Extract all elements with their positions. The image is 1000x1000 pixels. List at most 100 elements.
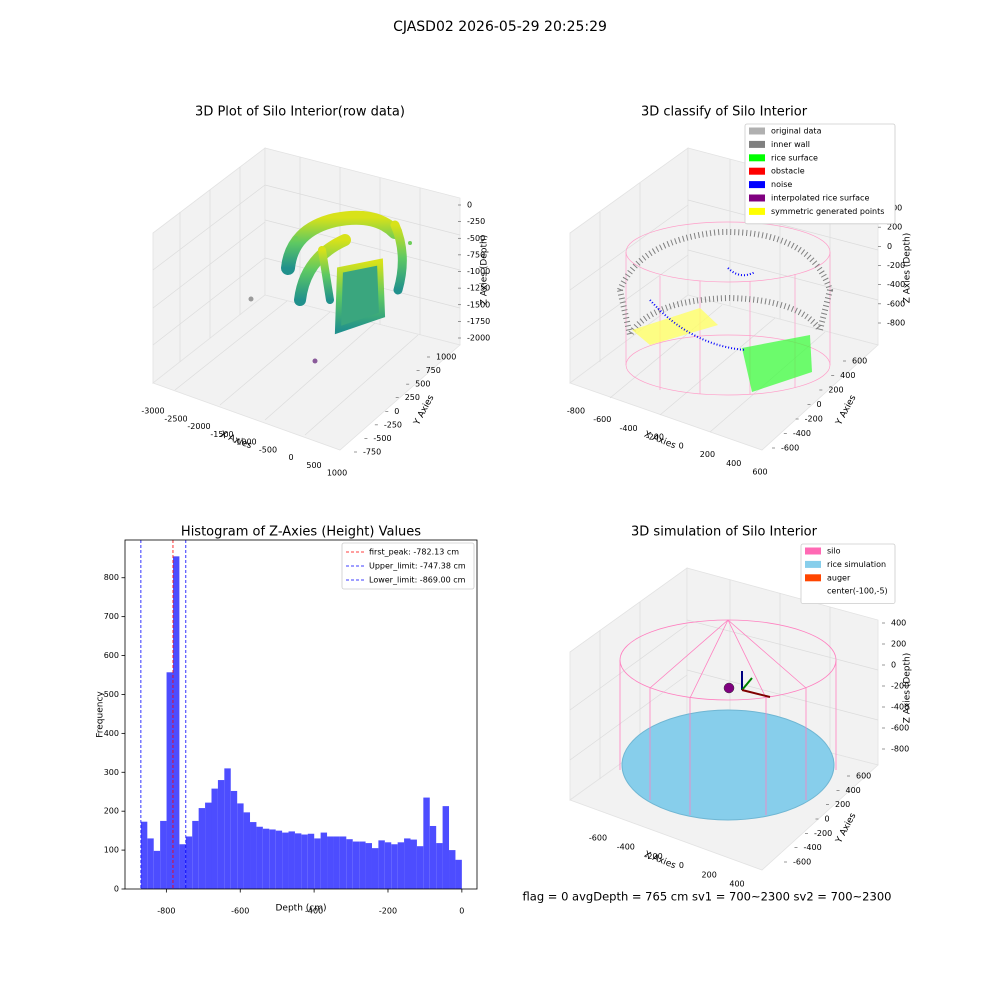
legend-label: first_peak: -782.13 cm [369,548,459,557]
z-tick-label: -200 [887,261,905,270]
point [248,296,254,302]
bar [423,797,430,889]
x-tick-label: -2000 [187,422,210,431]
legend-box [341,542,475,590]
bar [282,832,289,889]
x-tick-label: -200 [379,907,397,916]
bar [352,841,360,889]
y-tick-label: 0 [825,815,830,824]
legend-label: Lower_limit: -869.00 cm [369,576,466,585]
z-tick-label: -1250 [467,284,490,293]
bar [410,839,417,889]
legend-swatch [805,547,821,555]
bar [442,806,450,889]
grid-3d [569,204,689,291]
grid-3d [152,221,266,309]
axis-arrow [741,677,753,691]
grid-3d [687,249,879,301]
bar [294,833,302,889]
symmetric-points [632,308,718,345]
y-tick-label: -400 [804,843,822,852]
x-tick-label: -400 [619,424,637,433]
x-tick-label: 200 [702,870,717,879]
bar [172,556,180,889]
plot-frame [124,539,478,890]
x-tick-label: 0 [679,441,684,450]
silo-wireframe [619,619,837,815]
z-tick-label: 0 [891,661,896,670]
legend-swatch [749,140,765,148]
legend-swatch [749,167,765,175]
x-tick-label: 0 [679,861,684,870]
bar [339,836,347,889]
grid-3d [304,334,419,436]
z-tick-label: -1500 [467,300,490,309]
noise [649,267,756,351]
z-tick-label: -600 [887,299,905,308]
x-tick-label: 400 [726,459,741,468]
x-tick-label: -800 [567,407,585,416]
grid-3d [264,184,461,236]
suptitle: CJASD02 2026-05-29 20:25:29 [393,19,607,35]
bar [416,846,424,889]
chart-title: 3D Plot of Silo Interior(row data) [195,105,405,120]
bar [160,820,167,889]
bar [365,843,372,889]
z-tick-label: -400 [891,703,909,712]
grid-3d [687,199,879,251]
y-tick-label: 100 [104,846,119,855]
chart-title: Histogram of Z-Axies (Height) Values [181,525,421,540]
chart-title: 3D simulation of Silo Interior [631,525,818,540]
x-tick-label: -1000 [233,438,256,447]
y-tick-label: -200 [814,829,832,838]
bar [429,825,437,889]
x-tick-label: -600 [593,415,611,424]
y-tick-label: 1000 [436,353,456,362]
y-tick-label: -200 [805,415,823,424]
bar [179,844,186,889]
x-tick-label: 200 [700,450,715,459]
legend-label: interpolated rice surface [771,194,869,203]
x-tick-label: -3000 [141,407,164,416]
rice-simulation [621,709,835,821]
bar [384,842,392,889]
point-cloud [281,210,402,275]
bar [185,836,193,889]
legend-label: rice simulation [827,560,886,569]
legend-swatch [749,154,765,162]
axis-arrow [741,689,771,698]
grid-3d [569,674,688,761]
pane [152,294,461,451]
legend-box [800,543,896,604]
z-tick-label: -600 [891,724,909,733]
point [312,358,318,364]
axis-label: Y Axies [834,811,859,846]
bar [275,830,283,889]
legend-label: noise [771,180,792,189]
y-tick-label: 600 [104,651,119,660]
axis-label: Z Axies (Depth) [480,235,490,306]
silo-wireframe [727,619,807,689]
panel-3d-simulation [569,567,879,871]
x-tick-label: 0 [459,907,464,916]
legend-label: rice surface [771,153,818,162]
legend-swatch [749,207,765,215]
bar [224,768,231,889]
y-tick-label: -250 [384,420,402,429]
bar [147,838,154,889]
bar [256,826,263,889]
y-tick-label: 700 [104,612,119,621]
y-tick-label: 400 [846,786,861,795]
x-tick-label: -500 [259,445,277,454]
bar [320,832,328,889]
bar [359,841,366,889]
bar [288,831,295,889]
bar [217,780,225,889]
axis-label: X Axies [219,430,254,452]
x-tick-label: -200 [646,433,664,442]
z-tick-label: 0 [467,201,472,210]
bar [250,822,257,889]
bar [237,803,244,889]
bar [404,838,411,889]
